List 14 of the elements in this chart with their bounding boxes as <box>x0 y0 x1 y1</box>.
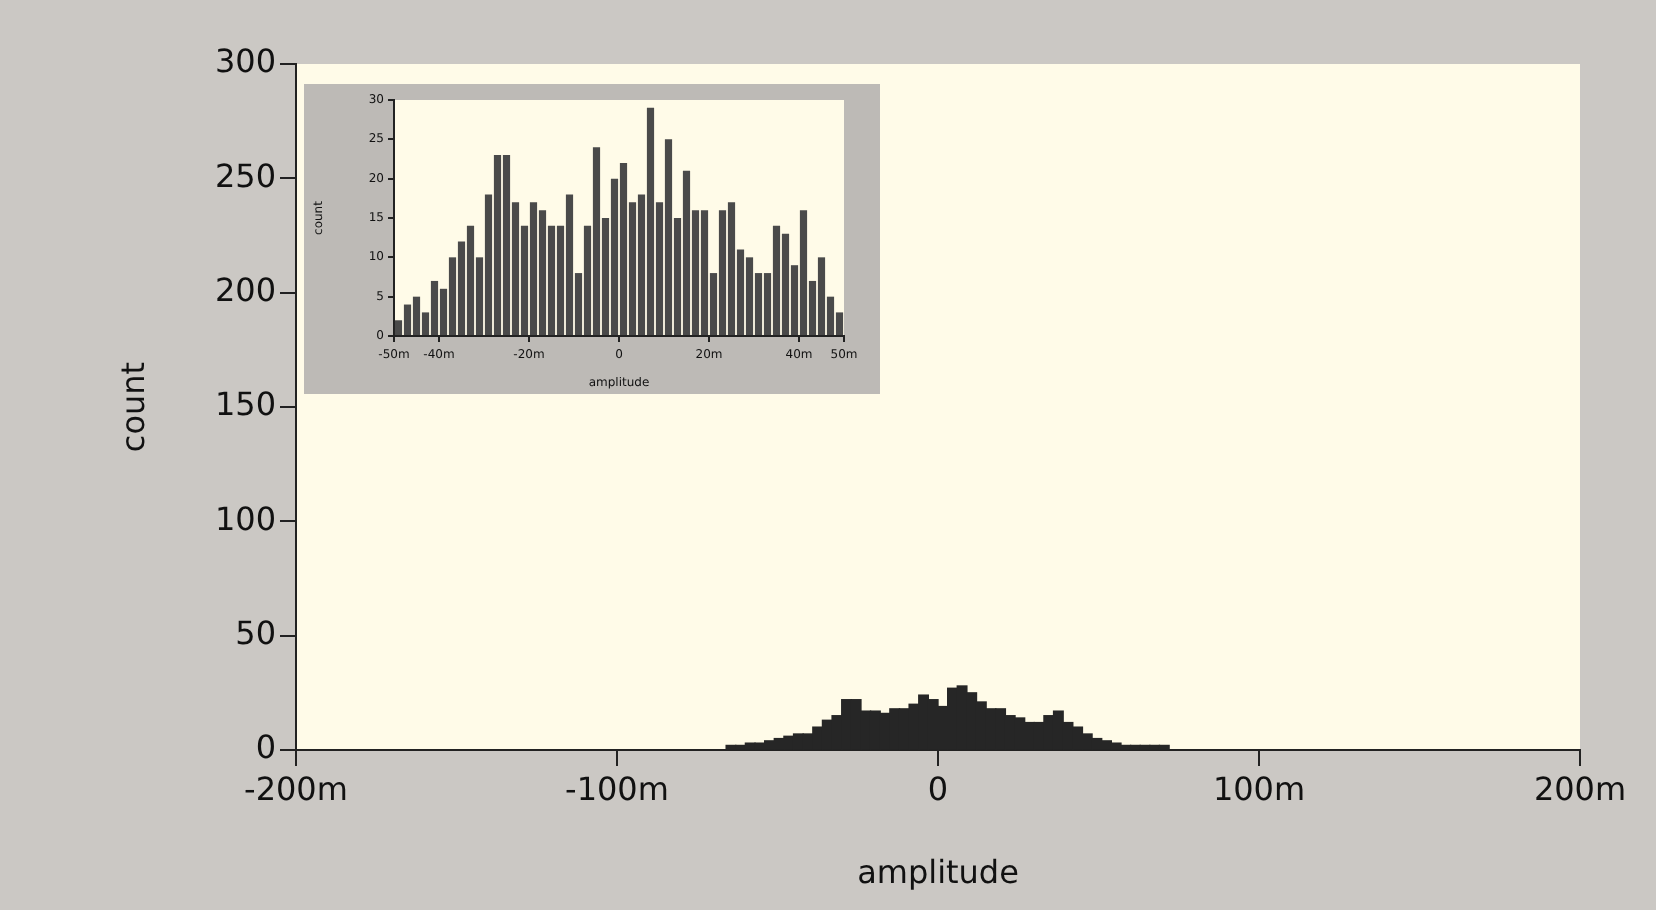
y-tick-label: 250 <box>214 156 276 195</box>
y-tick-label: 0 <box>255 728 276 767</box>
x-tick-label: 200m <box>1533 769 1627 808</box>
y-tick-label: 200 <box>214 270 276 309</box>
x-axis-title: amplitude <box>857 853 1019 892</box>
x-tick-label: -200m <box>244 769 348 808</box>
y-tick-label: 100 <box>214 499 276 538</box>
y-tick-label: 150 <box>214 385 276 424</box>
x-tick-label: -100m <box>565 769 669 808</box>
y-tick-label: 50 <box>235 613 276 652</box>
y-axis-title: count <box>113 361 152 453</box>
y-tick-label: 300 <box>214 42 276 81</box>
x-tick-label: 0 <box>927 769 949 808</box>
x-tick-label: 100m <box>1212 769 1306 808</box>
